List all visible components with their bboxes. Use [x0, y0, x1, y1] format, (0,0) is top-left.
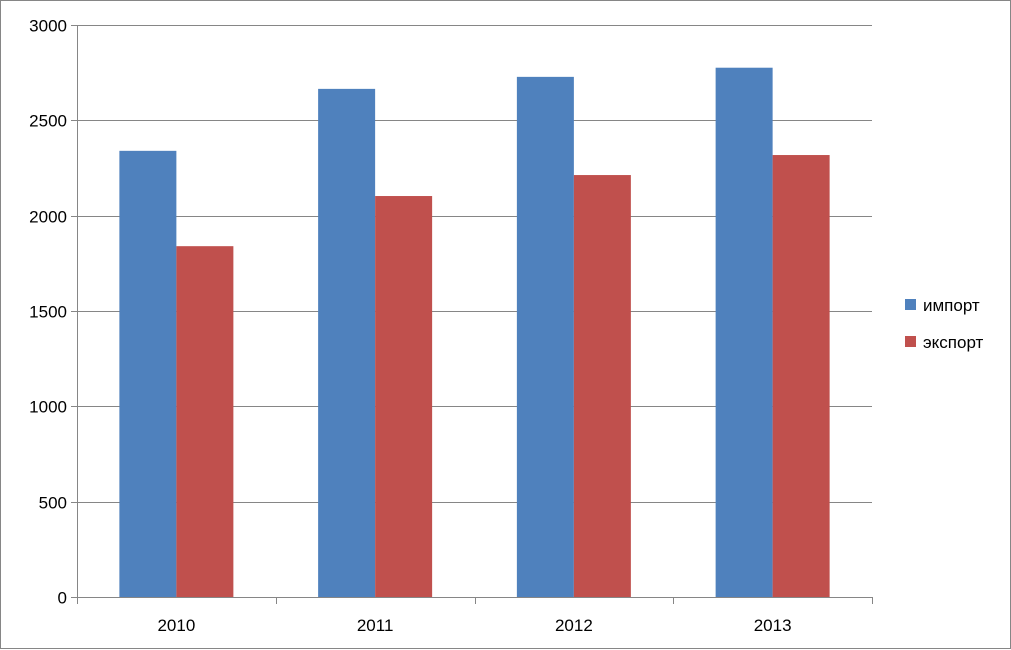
bar-export-2013 — [772, 155, 830, 597]
bar-import-2011 — [318, 88, 376, 597]
legend-label-import: импорт — [923, 296, 980, 315]
legend-swatch-export — [905, 336, 916, 347]
x-tick-label: 2013 — [754, 616, 792, 635]
y-tick-labels: 0 500 1000 1500 2000 2500 3000 — [29, 17, 67, 608]
y-tick-label: 2000 — [29, 208, 67, 227]
x-tick-label: 2011 — [357, 616, 394, 635]
bars — [119, 67, 830, 598]
bar-import-2012 — [516, 76, 574, 598]
y-tick-label: 500 — [39, 494, 67, 513]
y-tick-label: 0 — [58, 589, 67, 608]
bar-export-2012 — [573, 175, 631, 597]
y-tick-label: 1500 — [29, 303, 67, 322]
y-tick-label: 2500 — [29, 112, 67, 131]
bar-export-2010 — [176, 246, 234, 597]
axes — [71, 25, 873, 604]
bar-import-2010 — [119, 150, 177, 597]
y-tick-label: 1000 — [29, 398, 67, 417]
y-tick-label: 3000 — [29, 17, 67, 36]
legend-swatch-import — [905, 299, 916, 310]
x-tick-label: 2010 — [157, 616, 195, 635]
legend: импорт экспорт — [905, 296, 984, 352]
bar-import-2013 — [715, 67, 773, 597]
x-tick-labels: 2010 2011 2012 2013 — [157, 616, 791, 635]
bar-export-2011 — [375, 196, 433, 597]
x-tick-label: 2012 — [555, 616, 593, 635]
legend-label-export: экспорт — [923, 333, 984, 352]
